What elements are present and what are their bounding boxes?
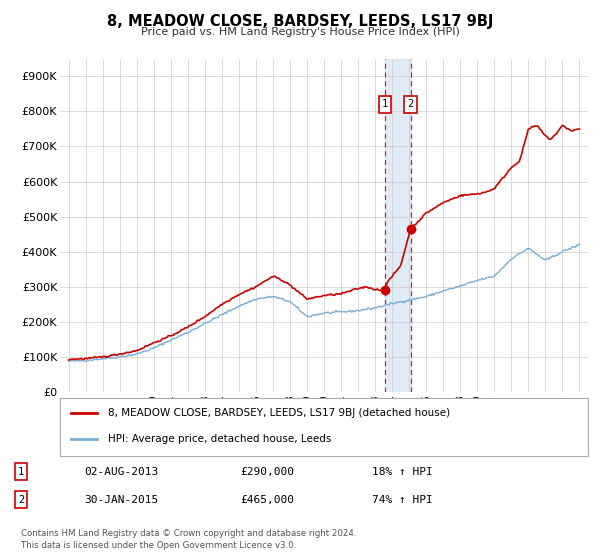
Text: 02-AUG-2013: 02-AUG-2013 (84, 466, 158, 477)
Text: 74% ↑ HPI: 74% ↑ HPI (372, 494, 433, 505)
Text: 2: 2 (18, 494, 24, 505)
Text: 1: 1 (382, 99, 388, 109)
Bar (385, 59, 410, 392)
Text: 8, MEADOW CLOSE, BARDSEY, LEEDS, LS17 9BJ: 8, MEADOW CLOSE, BARDSEY, LEEDS, LS17 9B… (107, 14, 493, 29)
Text: 30-JAN-2015: 30-JAN-2015 (84, 494, 158, 505)
Text: 2: 2 (407, 99, 413, 109)
Text: 8, MEADOW CLOSE, BARDSEY, LEEDS, LS17 9BJ (detached house): 8, MEADOW CLOSE, BARDSEY, LEEDS, LS17 9B… (107, 408, 449, 418)
Text: 18% ↑ HPI: 18% ↑ HPI (372, 466, 433, 477)
Text: £465,000: £465,000 (240, 494, 294, 505)
Text: HPI: Average price, detached house, Leeds: HPI: Average price, detached house, Leed… (107, 434, 331, 444)
Text: Contains HM Land Registry data © Crown copyright and database right 2024.: Contains HM Land Registry data © Crown c… (21, 529, 356, 538)
Text: 1: 1 (18, 466, 24, 477)
Text: Price paid vs. HM Land Registry's House Price Index (HPI): Price paid vs. HM Land Registry's House … (140, 27, 460, 37)
Text: This data is licensed under the Open Government Licence v3.0.: This data is licensed under the Open Gov… (21, 542, 296, 550)
Text: £290,000: £290,000 (240, 466, 294, 477)
